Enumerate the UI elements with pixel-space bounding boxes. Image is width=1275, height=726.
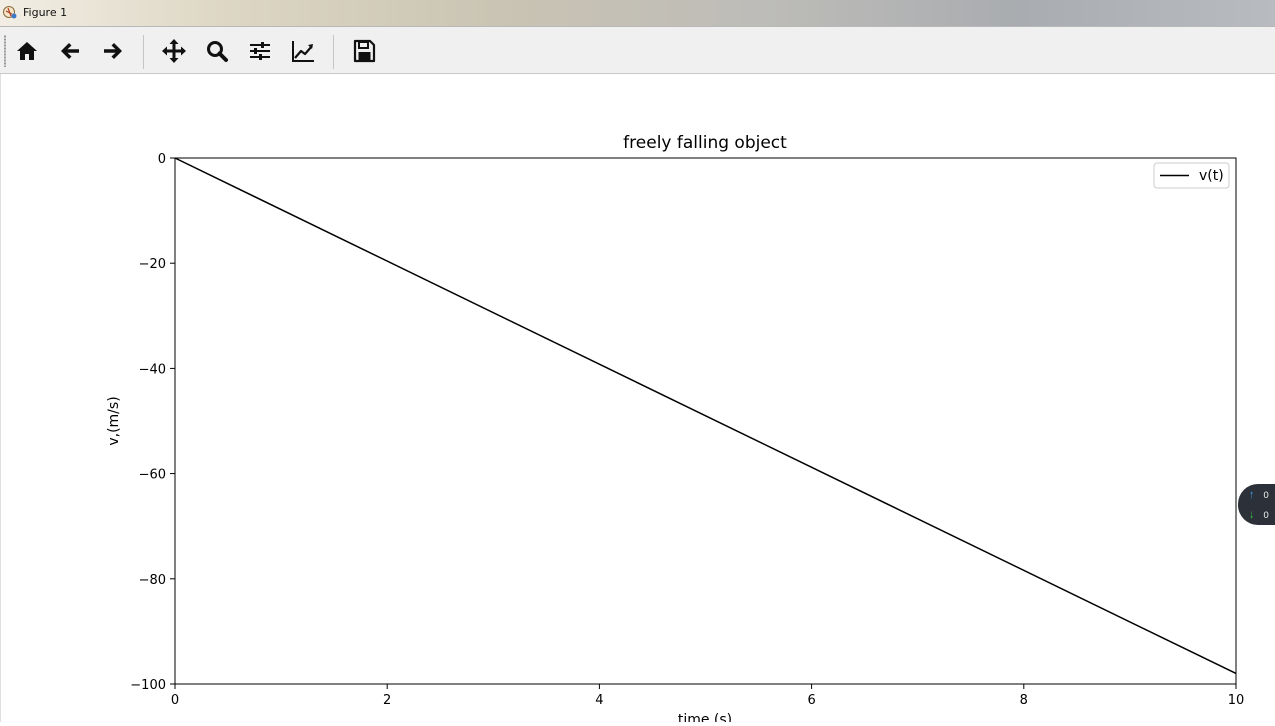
toolbar-grip[interactable] (4, 35, 6, 67)
axes: 0 2 4 6 8 10 0 −20 −40 −60 −80 −100 (130, 152, 1244, 708)
pan-button[interactable] (157, 35, 191, 67)
home-icon (17, 42, 37, 60)
y-tick-label: −20 (139, 257, 166, 272)
y-tick-label: −60 (139, 468, 166, 483)
toolbar-separator (143, 35, 144, 69)
floppy-disk-icon (353, 39, 376, 63)
y-tick-label: −40 (139, 362, 166, 377)
arrow-right-icon (104, 43, 122, 59)
y-tick-label: −80 (139, 573, 166, 588)
upload-row: 🠑 0 (1250, 488, 1269, 504)
arrow-up-icon: 🠑 (1250, 491, 1254, 501)
x-tick-label: 10 (1228, 693, 1245, 708)
y-axis-label: v,(m/s) (106, 396, 122, 445)
line-chart-icon (292, 41, 314, 62)
download-row: 🠓 0 (1250, 508, 1269, 524)
legend-label-v: v(t) (1199, 168, 1224, 184)
forward-button[interactable] (96, 35, 130, 67)
x-tick-label: 4 (595, 693, 603, 708)
home-button[interactable] (10, 35, 44, 67)
y-tick-label: 0 (158, 152, 166, 167)
app-icon (3, 6, 17, 19)
sliders-icon (250, 42, 270, 60)
x-tick-label: 6 (807, 693, 815, 708)
arrow-down-icon: 🠓 (1250, 511, 1254, 521)
upload-value: 0 (1263, 491, 1270, 501)
legend-frame (1153, 162, 1230, 189)
x-tick-label: 8 (1020, 693, 1028, 708)
y-tick-label: −100 (130, 678, 166, 693)
back-button[interactable] (53, 35, 87, 67)
figure-canvas[interactable]: 0 2 4 6 8 10 0 −20 −40 −60 −80 −100 freely falling … (0, 74, 1275, 726)
edit-curves-button[interactable] (286, 35, 320, 67)
x-axis-label: time (s) (678, 712, 732, 722)
plot-area-frame (174, 157, 1237, 685)
chart-title: freely falling object (623, 133, 787, 153)
network-speed-widget[interactable]: 🠑 0 🠓 0 (1238, 484, 1275, 525)
window-title: Figure 1 (23, 6, 68, 19)
legend: v(t) (1153, 162, 1230, 189)
arrow-left-icon (61, 43, 79, 59)
magnifier-icon (207, 41, 228, 62)
move-icon (162, 39, 186, 63)
x-tick-label: 0 (171, 693, 179, 708)
window-titlebar: Figure 1 (0, 0, 1275, 27)
download-value: 0 (1263, 511, 1270, 521)
subplots-button[interactable] (243, 35, 277, 67)
toolbar-separator (333, 35, 334, 69)
line-chart[interactable]: 0 2 4 6 8 10 0 −20 −40 −60 −80 −100 freely falling … (1, 74, 1275, 726)
navigation-toolbar (0, 27, 1275, 74)
save-button[interactable] (347, 35, 381, 67)
zoom-button[interactable] (200, 35, 234, 67)
x-tick-label: 2 (383, 693, 391, 708)
series-line-vt (174, 157, 1237, 675)
